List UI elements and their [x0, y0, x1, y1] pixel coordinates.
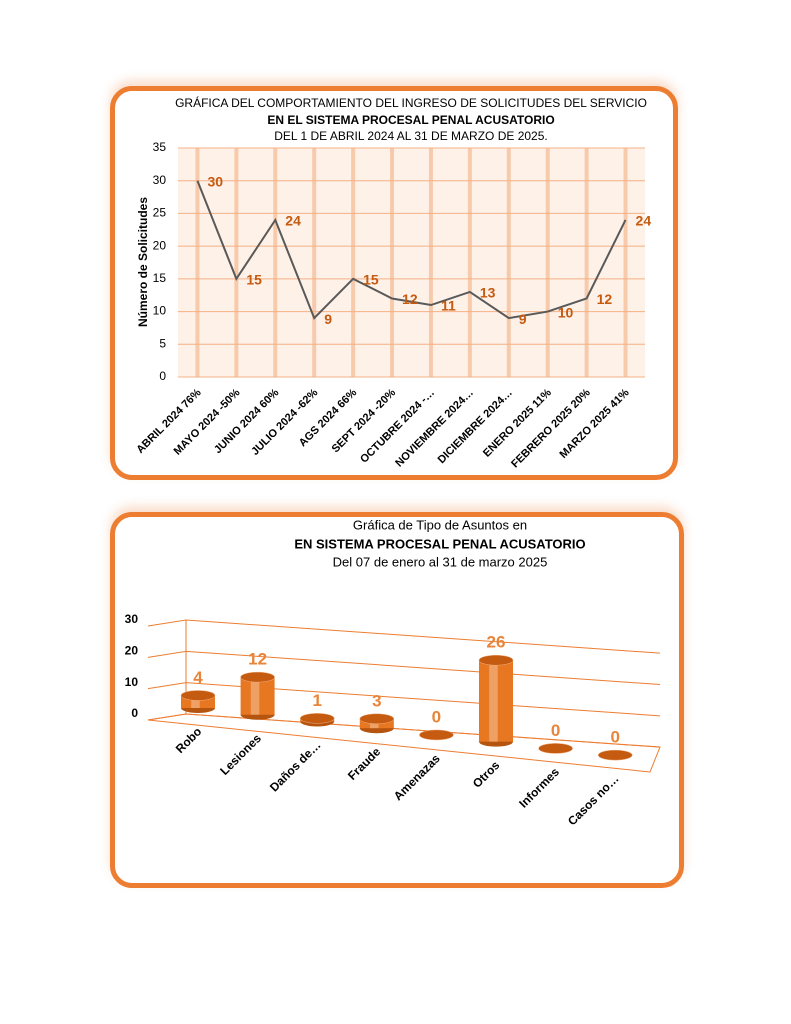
cylinder-top [597, 749, 633, 761]
x-tick-label: DICIEMBRE 2024… [436, 387, 515, 466]
grid-line [147, 619, 661, 654]
cylinder-top [419, 729, 454, 741]
y-tick-label: 20 [125, 644, 139, 658]
bar-shine [250, 677, 260, 715]
data-label: 3 [372, 691, 381, 710]
x-tick-label: Lesiones [217, 731, 264, 778]
line [196, 180, 627, 320]
x-tick-label: JULIO 2024 -62% [249, 387, 320, 458]
x-tick-label: ENERO 2025 11% [481, 387, 554, 460]
data-label: 24 [285, 213, 301, 229]
chart-title: Gráfica de Tipo de Asuntos en [353, 517, 527, 532]
data-label: 13 [480, 285, 496, 301]
data-label: 24 [636, 213, 652, 229]
y-tick-label: 35 [153, 140, 167, 154]
data-label: 4 [193, 668, 203, 687]
y-tick-label: 30 [153, 173, 167, 187]
data-label: 9 [324, 311, 332, 327]
data-label: 11 [441, 298, 456, 314]
bar [240, 677, 275, 715]
x-tick-label: OCTUBRE 2024 -… [358, 387, 437, 466]
y-tick-label: 20 [153, 238, 167, 252]
data-label: 15 [363, 272, 379, 288]
x-tick-label: Amenazas [391, 751, 443, 803]
y-tick-label: 10 [125, 675, 139, 689]
grid-line [147, 682, 661, 717]
cylinder-top [180, 690, 216, 701]
data-label: 1 [312, 691, 321, 710]
y-axis-label: Número de Solicitudes [136, 197, 150, 327]
cylinder-top [240, 671, 275, 683]
x-tick-label: Daños de… [267, 738, 324, 795]
x-tick-label: NOVIEMBRE 2024… [393, 387, 476, 470]
y-tick-label: 15 [153, 271, 167, 285]
x-tick-label: Informes [516, 765, 562, 811]
grid-line [147, 713, 661, 748]
data-label: 15 [246, 272, 262, 288]
x-tick-label: Robo [173, 724, 205, 756]
floor [147, 713, 661, 773]
chart-title: EN SISTEMA PROCESAL PENAL ACUSATORIO [294, 536, 585, 551]
x-tick-label: MAYO 2024 -50% [172, 387, 243, 458]
data-label: 0 [610, 728, 619, 747]
data-label: 30 [207, 173, 223, 189]
bar-shine [489, 660, 498, 742]
chart-title: EN EL SISTEMA PROCESAL PENAL ACUSATORIO [267, 113, 554, 127]
y-tick-label: 10 [153, 304, 167, 318]
chart-title: Del 07 de enero al 31 de marzo 2025 [333, 554, 548, 569]
plot-area [178, 148, 645, 377]
cylinder-top [478, 654, 514, 666]
y-tick-label: 30 [125, 612, 139, 626]
x-tick-label: Otros [470, 758, 503, 791]
y-tick-label: 0 [131, 706, 138, 720]
data-label: 9 [519, 311, 527, 327]
x-tick-label: MARZO 2025 41% [558, 387, 632, 461]
data-label: 12 [402, 291, 418, 307]
y-tick-label: 25 [153, 206, 167, 220]
data-label: 0 [551, 721, 560, 740]
data-label: 10 [558, 304, 574, 320]
bar-shine [191, 695, 200, 708]
data-label: 12 [248, 650, 267, 669]
cylinder-top [299, 713, 335, 724]
chart-title: DEL 1 DE ABRIL 2024 AL 31 DE MARZO DE 20… [274, 129, 547, 143]
y-tick-label: 0 [159, 369, 166, 383]
data-label: 0 [432, 707, 441, 726]
grid-line [147, 650, 661, 686]
data-label: 26 [487, 633, 506, 652]
x-tick-label: ABRIL 2024 76% [134, 387, 203, 456]
x-tick-label: Fraude [345, 744, 383, 782]
data-label: 12 [597, 291, 613, 307]
cylinder-top [538, 743, 573, 754]
chart-title: GRÁFICA DEL COMPORTAMIENTO DEL INGRESO D… [175, 95, 647, 110]
cylinder-top [359, 713, 395, 725]
y-tick-label: 5 [159, 336, 166, 350]
bar [479, 660, 513, 742]
x-tick-label: Casos no… [565, 772, 622, 829]
